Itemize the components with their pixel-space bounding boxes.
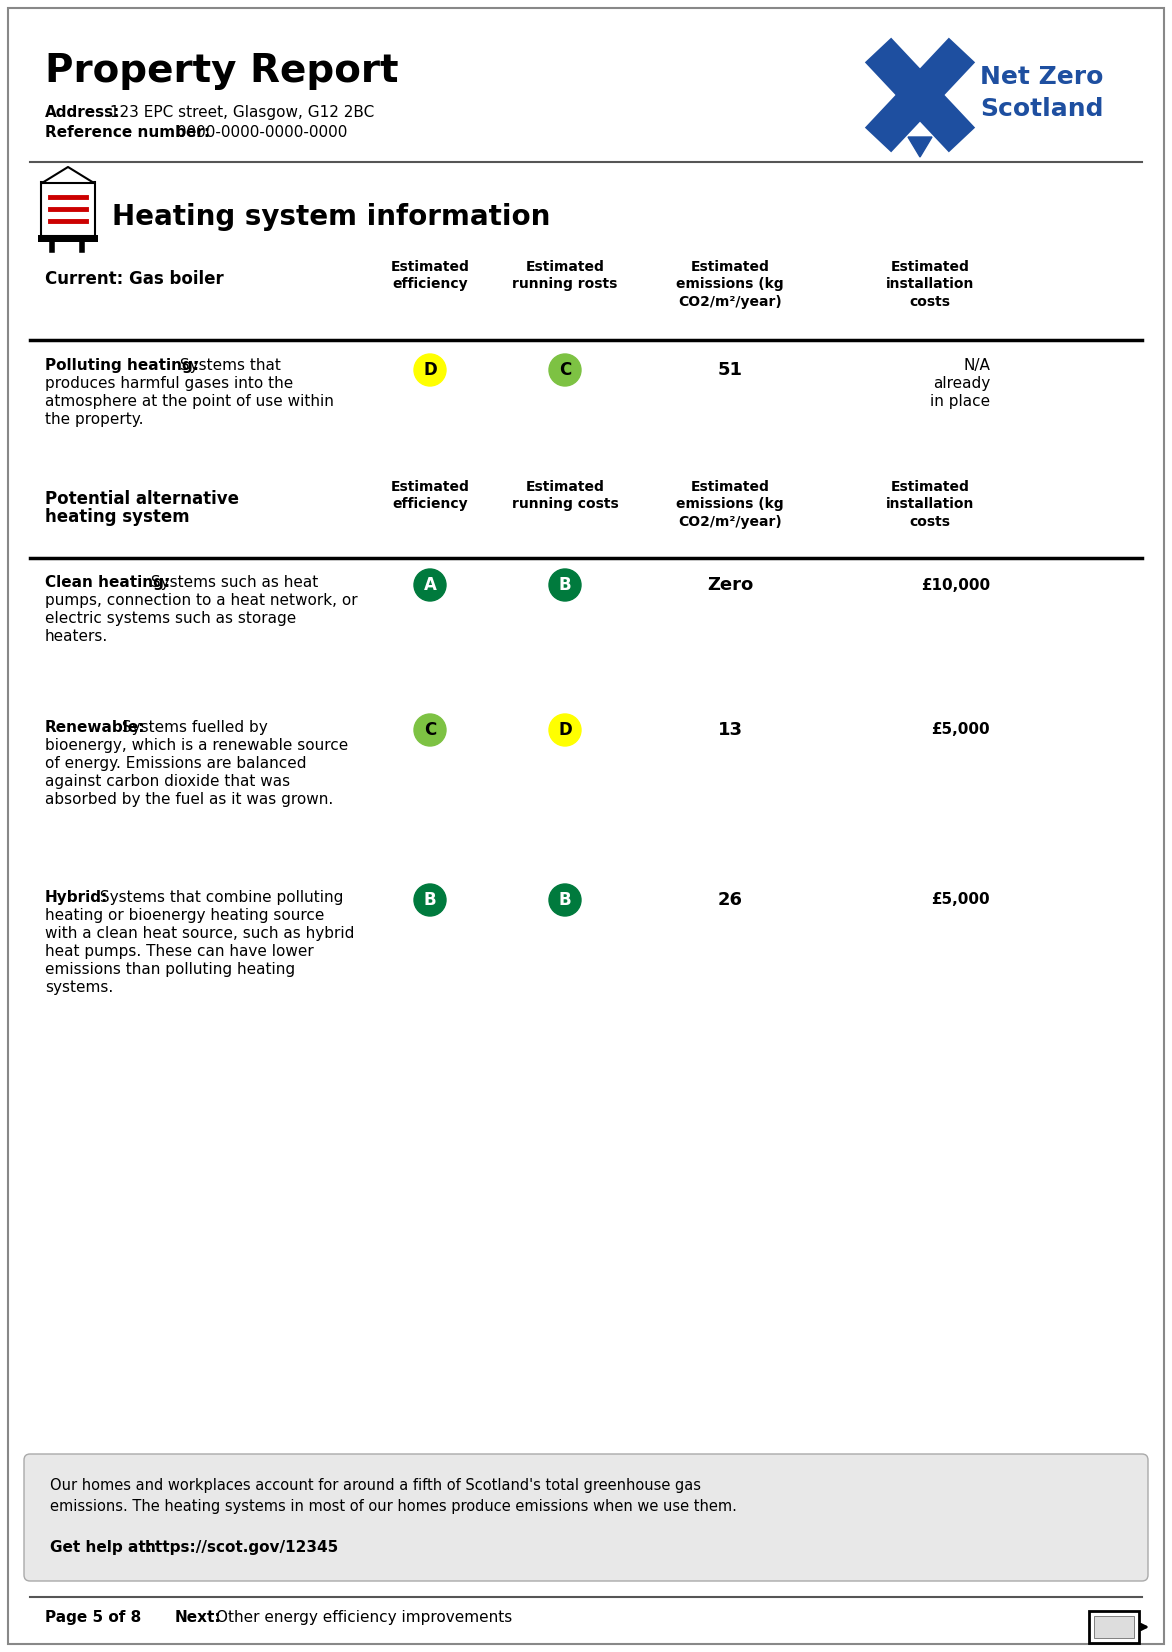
Text: Hybrid:: Hybrid: xyxy=(45,890,108,905)
Text: £5,000: £5,000 xyxy=(932,722,990,737)
Text: heaters.: heaters. xyxy=(45,629,108,644)
Text: Polluting heating:: Polluting heating: xyxy=(45,358,199,373)
FancyBboxPatch shape xyxy=(23,1454,1149,1581)
Text: Estimated
emissions (kg
CO2/m²/year): Estimated emissions (kg CO2/m²/year) xyxy=(676,481,784,529)
Text: Estimated
emissions (kg
CO2/m²/year): Estimated emissions (kg CO2/m²/year) xyxy=(676,259,784,309)
Text: already: already xyxy=(933,377,990,392)
Text: 123 EPC street, Glasgow, G12 2BC: 123 EPC street, Glasgow, G12 2BC xyxy=(105,106,374,121)
Text: Estimated
efficiency: Estimated efficiency xyxy=(390,481,470,512)
Text: Net Zero: Net Zero xyxy=(980,64,1103,89)
Text: in place: in place xyxy=(929,393,990,410)
Text: Address:: Address: xyxy=(45,106,121,121)
Text: absorbed by the fuel as it was grown.: absorbed by the fuel as it was grown. xyxy=(45,791,333,806)
Text: Systems that: Systems that xyxy=(175,358,280,373)
Text: systems.: systems. xyxy=(45,980,114,995)
Text: with a clean heat source, such as hybrid: with a clean heat source, such as hybrid xyxy=(45,927,354,942)
Text: heating or bioenergy heating source: heating or bioenergy heating source xyxy=(45,909,325,923)
Text: N/A: N/A xyxy=(963,358,990,373)
Text: 13: 13 xyxy=(717,720,743,738)
Text: atmosphere at the point of use within: atmosphere at the point of use within xyxy=(45,393,334,410)
Text: £5,000: £5,000 xyxy=(932,892,990,907)
Text: emissions than polluting heating: emissions than polluting heating xyxy=(45,961,295,976)
Text: B: B xyxy=(424,890,436,909)
Text: C: C xyxy=(559,362,571,378)
Circle shape xyxy=(548,884,581,915)
Text: of energy. Emissions are balanced: of energy. Emissions are balanced xyxy=(45,757,307,771)
Text: Get help at:: Get help at: xyxy=(50,1540,157,1555)
Text: 51: 51 xyxy=(717,362,743,378)
Text: B: B xyxy=(559,577,571,595)
FancyBboxPatch shape xyxy=(1093,1616,1134,1639)
Text: Estimated
installation
costs: Estimated installation costs xyxy=(886,481,974,529)
Circle shape xyxy=(414,714,447,747)
Text: against carbon dioxide that was: against carbon dioxide that was xyxy=(45,775,291,790)
Circle shape xyxy=(414,354,447,387)
Text: Heating system information: Heating system information xyxy=(113,203,551,231)
Circle shape xyxy=(548,354,581,387)
Text: bioenergy, which is a renewable source: bioenergy, which is a renewable source xyxy=(45,738,348,753)
Circle shape xyxy=(548,568,581,601)
Text: Systems such as heat: Systems such as heat xyxy=(145,575,318,590)
Text: Systems fuelled by: Systems fuelled by xyxy=(117,720,267,735)
Text: Estimated
efficiency: Estimated efficiency xyxy=(390,259,470,291)
Text: B: B xyxy=(559,890,571,909)
Circle shape xyxy=(414,884,447,915)
Text: Page 5 of 8: Page 5 of 8 xyxy=(45,1611,142,1626)
Text: Estimated
running costs: Estimated running costs xyxy=(512,481,619,512)
FancyBboxPatch shape xyxy=(1089,1611,1139,1644)
Text: Current: Gas boiler: Current: Gas boiler xyxy=(45,269,224,287)
Text: Clean heating:: Clean heating: xyxy=(45,575,170,590)
Text: C: C xyxy=(424,720,436,738)
Text: heat pumps. These can have lower: heat pumps. These can have lower xyxy=(45,943,314,960)
Text: heating system: heating system xyxy=(45,509,190,525)
Text: 0000-0000-0000-0000: 0000-0000-0000-0000 xyxy=(172,126,348,140)
Text: D: D xyxy=(558,720,572,738)
Text: D: D xyxy=(423,362,437,378)
Text: 26: 26 xyxy=(717,890,743,909)
FancyBboxPatch shape xyxy=(8,8,1164,1644)
Text: electric systems such as storage: electric systems such as storage xyxy=(45,611,297,626)
Text: Renewable:: Renewable: xyxy=(45,720,145,735)
Text: Estimated
running rosts: Estimated running rosts xyxy=(512,259,618,291)
Circle shape xyxy=(414,568,447,601)
Text: Next:: Next: xyxy=(175,1611,222,1626)
Text: Estimated
installation
costs: Estimated installation costs xyxy=(886,259,974,309)
Text: Systems that combine polluting: Systems that combine polluting xyxy=(95,890,343,905)
Text: A: A xyxy=(423,577,436,595)
Text: Reference number:: Reference number: xyxy=(45,126,210,140)
Text: Other energy efficiency improvements: Other energy efficiency improvements xyxy=(216,1611,512,1626)
Polygon shape xyxy=(908,137,932,157)
FancyBboxPatch shape xyxy=(38,235,98,241)
Circle shape xyxy=(548,714,581,747)
Text: Potential alternative: Potential alternative xyxy=(45,491,239,509)
Polygon shape xyxy=(42,167,94,183)
Text: produces harmful gases into the: produces harmful gases into the xyxy=(45,377,293,392)
Text: £10,000: £10,000 xyxy=(921,578,990,593)
Text: the property.: the property. xyxy=(45,411,143,426)
Text: Our homes and workplaces account for around a fifth of Scotland's total greenhou: Our homes and workplaces account for aro… xyxy=(50,1479,737,1513)
Text: Property Report: Property Report xyxy=(45,51,398,89)
Text: Zero: Zero xyxy=(707,577,754,595)
Text: https://scot.gov/12345: https://scot.gov/12345 xyxy=(145,1540,339,1555)
Text: pumps, connection to a heat network, or: pumps, connection to a heat network, or xyxy=(45,593,357,608)
FancyBboxPatch shape xyxy=(41,182,95,236)
Text: Scotland: Scotland xyxy=(980,97,1104,121)
